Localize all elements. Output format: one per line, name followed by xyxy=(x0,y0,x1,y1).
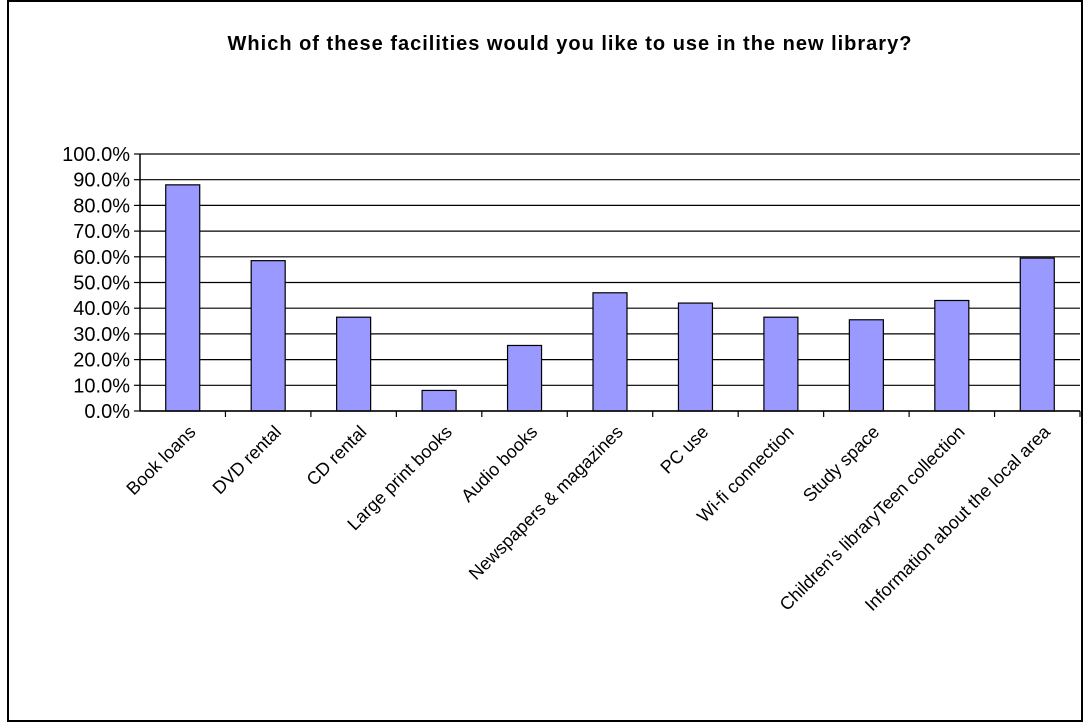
y-tick-label: 60.0% xyxy=(73,247,130,269)
x-tick-label: Newspapers & magazines xyxy=(465,422,627,584)
x-tick-label: Book loans xyxy=(122,422,199,499)
bar xyxy=(1019,257,1055,412)
x-tick-label: Study space xyxy=(799,422,883,506)
x-tick-label: Information about the local area xyxy=(861,421,1055,615)
y-tick-label: 30.0% xyxy=(73,324,130,346)
bar xyxy=(165,184,201,412)
bar xyxy=(592,292,628,412)
y-tick-label: 20.0% xyxy=(73,350,130,372)
y-tick-label: 70.0% xyxy=(73,221,130,243)
bar xyxy=(506,344,543,412)
x-tick-label: Audio books xyxy=(457,422,541,506)
bar xyxy=(934,299,970,412)
y-tick-label: 80.0% xyxy=(73,195,130,217)
x-tick-label: PC use xyxy=(656,422,712,478)
y-tick-label: 50.0% xyxy=(73,273,130,295)
bar xyxy=(677,302,714,412)
bar xyxy=(848,319,884,412)
y-tick-label: 100.0% xyxy=(62,144,130,166)
bar xyxy=(250,260,286,412)
bar xyxy=(421,389,457,412)
y-tick-label: 0.0% xyxy=(84,401,130,423)
bar xyxy=(763,316,799,412)
y-tick-label: 10.0% xyxy=(73,375,130,397)
y-tick-label: 90.0% xyxy=(73,170,130,192)
x-tick-label: Children’s libraryTeen collection xyxy=(776,422,969,615)
x-tick-label: CD rental xyxy=(303,422,371,490)
bar xyxy=(336,316,372,412)
x-tick-label: DVD rental xyxy=(209,422,285,498)
y-tick-label: 40.0% xyxy=(73,298,130,320)
chart-title: Which of these facilities would you like… xyxy=(227,33,913,55)
